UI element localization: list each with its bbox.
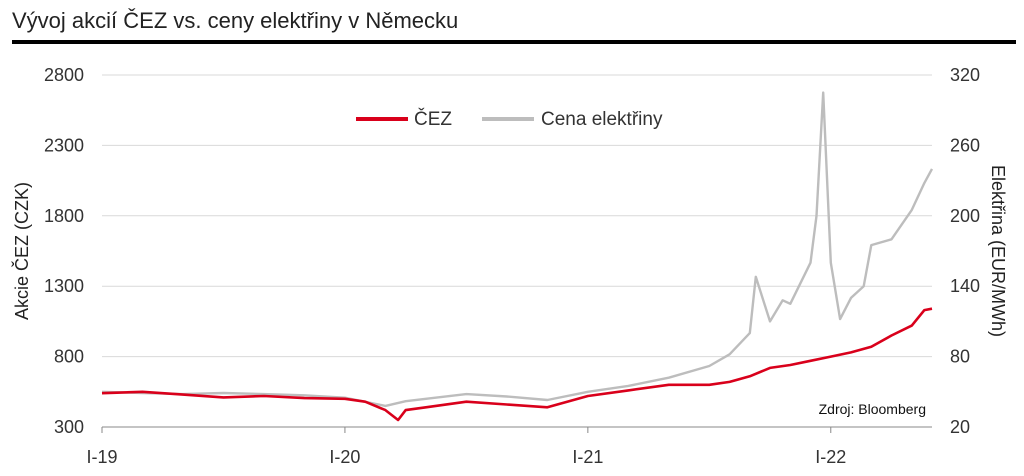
legend: ČEZ Cena elektřiny xyxy=(356,108,663,130)
right-tick-label: 320 xyxy=(950,65,980,85)
x-tick-label: I-19 xyxy=(86,447,117,467)
right-tick-label: 140 xyxy=(950,276,980,296)
left-axis-ticks: 300 800 1300 1800 2300 2800 xyxy=(44,65,84,437)
left-axis-title: Akcie ČEZ (CZK) xyxy=(11,182,32,320)
x-tick-label: I-22 xyxy=(815,447,846,467)
x-axis-ticks: I-19 I-20 I-21 I-22 xyxy=(86,427,846,467)
legend-label-cez: ČEZ xyxy=(414,108,452,130)
x-tick-label: I-20 xyxy=(329,447,360,467)
right-axis-title: Elektřina (EUR/MWh) xyxy=(988,165,1008,337)
series-layer xyxy=(101,91,934,422)
gridlines xyxy=(102,74,932,358)
right-axis-ticks: 20 80 140 200 260 320 xyxy=(950,65,980,437)
right-tick-label: 200 xyxy=(950,206,980,226)
title-underline xyxy=(12,40,1016,44)
source-note: Zdroj: Bloomberg xyxy=(819,401,926,417)
chart-title: Vývoj akcií ČEZ vs. ceny elektřiny v Něm… xyxy=(12,8,459,33)
x-tick-label: I-21 xyxy=(572,447,603,467)
left-tick-label: 1800 xyxy=(44,206,84,226)
right-tick-label: 20 xyxy=(950,417,970,437)
right-tick-label: 260 xyxy=(950,135,980,155)
left-tick-label: 300 xyxy=(54,417,84,437)
left-tick-label: 800 xyxy=(54,347,84,367)
left-tick-label: 1300 xyxy=(44,276,84,296)
right-tick-label: 80 xyxy=(950,347,970,367)
left-tick-label: 2300 xyxy=(44,135,84,155)
legend-label-electricity: Cena elektřiny xyxy=(541,109,663,130)
series-line-electricity xyxy=(101,91,934,408)
series-line-cez xyxy=(101,307,933,422)
left-tick-label: 2800 xyxy=(44,65,84,85)
